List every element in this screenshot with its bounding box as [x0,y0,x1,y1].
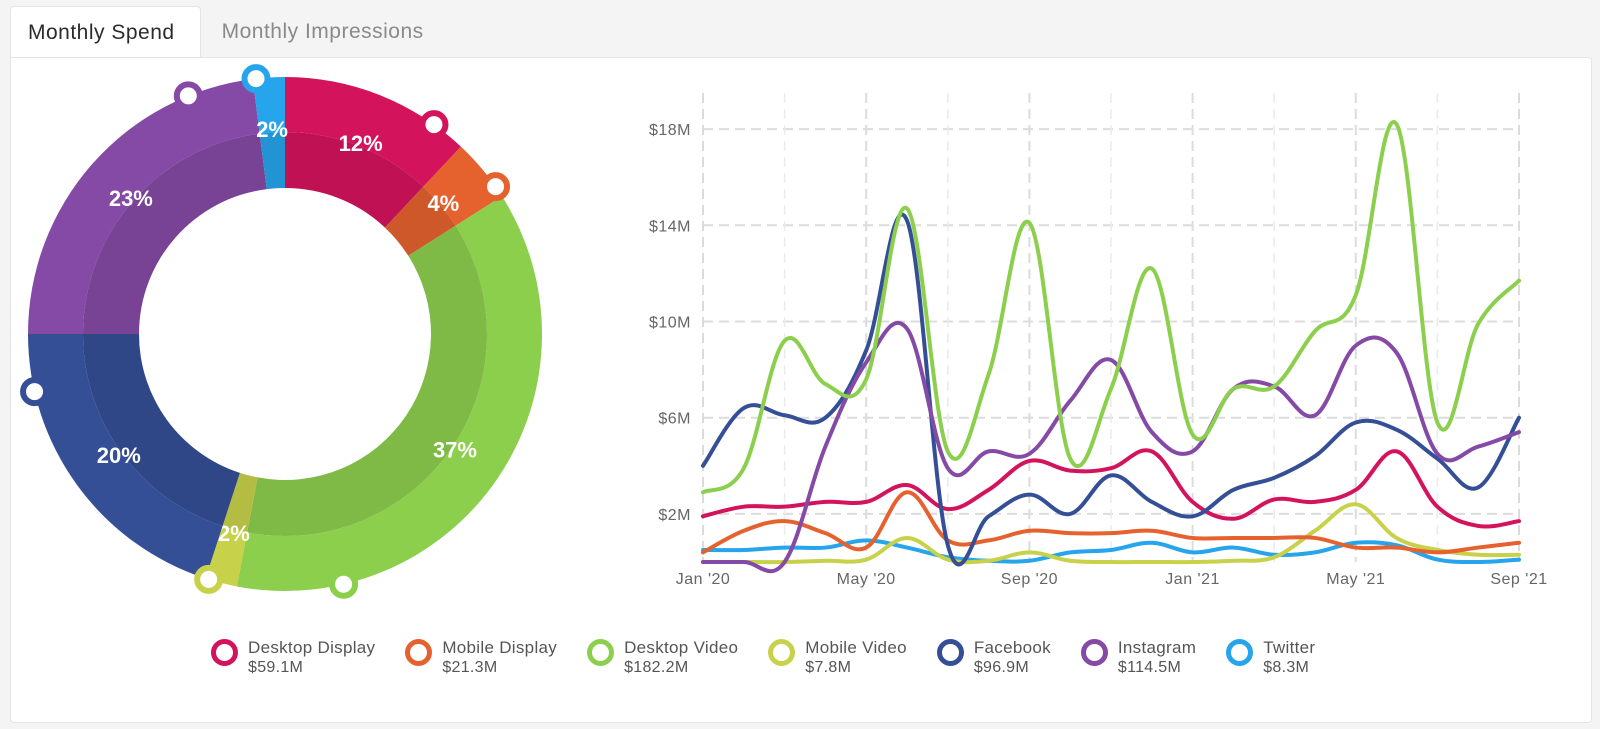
donut-slice-desktop-display-inner[interactable] [285,132,424,228]
y-tick-label: $10M [649,314,691,331]
donut-slice-facebook-outer[interactable] [28,334,223,579]
series-line-desktop-display[interactable] [701,448,1521,529]
donut-slice-facebook-inner[interactable] [83,334,240,527]
donut-slice-desktop-display[interactable] [285,77,461,228]
legend-marker-icon [936,639,964,666]
legend-total: $96.9M [973,659,1029,676]
donut-marker-instagram-icon[interactable] [173,81,203,111]
chart-panel: 12% 4% 37% 2% 20% 23% 2% $2M $6M $10M $14M $18M Jan… [10,57,1592,723]
legend-label: Instagram [1117,638,1197,657]
donut-slice-desktop-video-outer[interactable] [236,196,543,591]
donut-slice-mobile-video-inner[interactable] [222,472,258,533]
legend-item-mobile-video[interactable]: Mobile Video $7.8M [768,638,907,678]
x-tick-label: Sep '20 [1001,571,1058,588]
x-tick-label: Jan '20 [676,571,731,588]
legend-item-twitter[interactable]: Twitter $8.3M [1226,638,1315,678]
donut-slice-label: 23% [109,186,153,211]
donut-slice-instagram-inner[interactable] [83,133,267,334]
chart-grid [702,93,1520,562]
donut-marker-mobile-display-icon[interactable] [481,172,511,202]
donut-slice-label: 4% [427,191,459,216]
legend-total: $114.5M [1117,659,1182,676]
legend-label: Mobile Video [805,638,907,657]
donut-slice-twitter-inner[interactable] [259,132,285,190]
donut-chart: 12% 4% 37% 2% 20% 23% 2% [20,64,543,599]
donut-slice-label: 37% [433,438,477,463]
legend-marker-icon [587,639,615,666]
legend-total: $59.1M [248,659,304,676]
donut-slice-instagram-outer[interactable] [28,79,260,334]
donut-slice-desktop-video[interactable] [236,196,543,591]
series-line-mobile-video[interactable] [701,502,1521,565]
legend-marker-icon [1226,639,1254,666]
legend-item-mobile-display[interactable]: Mobile Display $21.3M [405,638,557,678]
donut-slice-label: 2% [256,117,288,142]
legend-label: Desktop Display [248,638,376,657]
donut-marker-desktop-display-icon[interactable] [419,110,449,140]
donut-slice-mobile-display[interactable] [384,146,502,256]
tab-bar: Monthly Spend Monthly Impressions [10,6,449,58]
legend-label: Desktop Video [624,638,739,657]
donut-marker-desktop-video-icon[interactable] [329,569,359,599]
legend-label: Facebook [973,638,1051,657]
legend-item-desktop-display[interactable]: Desktop Display $59.1M [211,638,375,678]
line-chart: $2M $6M $10M $14M $18M Jan '20 May '20 Sep '20 J… [649,93,1547,588]
y-tick-label: $14M [649,218,691,235]
donut-slice-desktop-display-outer[interactable] [285,77,461,187]
legend-marker-icon [768,639,796,666]
donut-marker-facebook-icon[interactable] [20,377,50,407]
legend-total: $8.3M [1263,659,1310,676]
series-line-desktop-video[interactable] [701,119,1521,495]
x-tick-label: May '20 [837,571,896,588]
x-tick-label: Jan '21 [1165,571,1220,588]
series-line-mobile-display[interactable] [701,490,1521,555]
series-line-instagram[interactable] [701,320,1521,574]
legend-total: $182.2M [624,659,689,676]
donut-slice-desktop-video-inner[interactable] [247,225,487,536]
legend-item-instagram[interactable]: Instagram $114.5M [1080,638,1197,678]
donut-marker-mobile-video-icon[interactable] [194,564,224,594]
legend-item-facebook[interactable]: Facebook $96.9M [936,638,1051,678]
tab-monthly-spend[interactable]: Monthly Spend [10,6,201,58]
donut-slice-facebook[interactable] [28,334,240,579]
legend-marker-icon [405,639,433,666]
legend-marker-icon [1080,639,1108,666]
donut-slice-mobile-display-outer[interactable] [423,146,502,226]
donut-slice-label: 20% [97,443,141,468]
donut-slice-instagram[interactable] [28,79,267,334]
donut-slice-label: 2% [218,521,250,546]
legend: Desktop Display $59.1M Mobile Display $2… [211,638,1345,678]
legend-item-desktop-video[interactable]: Desktop Video $182.2M [587,638,738,678]
y-tick-label: $6M [658,411,691,428]
donut-slice-mobile-display-inner[interactable] [384,186,456,256]
x-tick-label: May '21 [1326,571,1385,588]
legend-marker-icon [211,639,238,666]
series-line-facebook[interactable] [701,212,1521,567]
legend-label: Twitter [1263,638,1316,657]
donut-marker-twitter-icon[interactable] [241,64,271,94]
legend-label: Mobile Display [442,638,558,657]
y-tick-label: $2M [658,507,691,524]
y-tick-label: $18M [649,122,691,139]
series-line-twitter[interactable] [701,538,1521,565]
tab-monthly-impressions[interactable]: Monthly Impressions [221,20,424,43]
legend-total: $7.8M [805,659,852,676]
legend-total: $21.3M [442,659,498,676]
donut-slice-label: 12% [339,131,383,156]
x-tick-label: Sep '21 [1490,571,1547,588]
